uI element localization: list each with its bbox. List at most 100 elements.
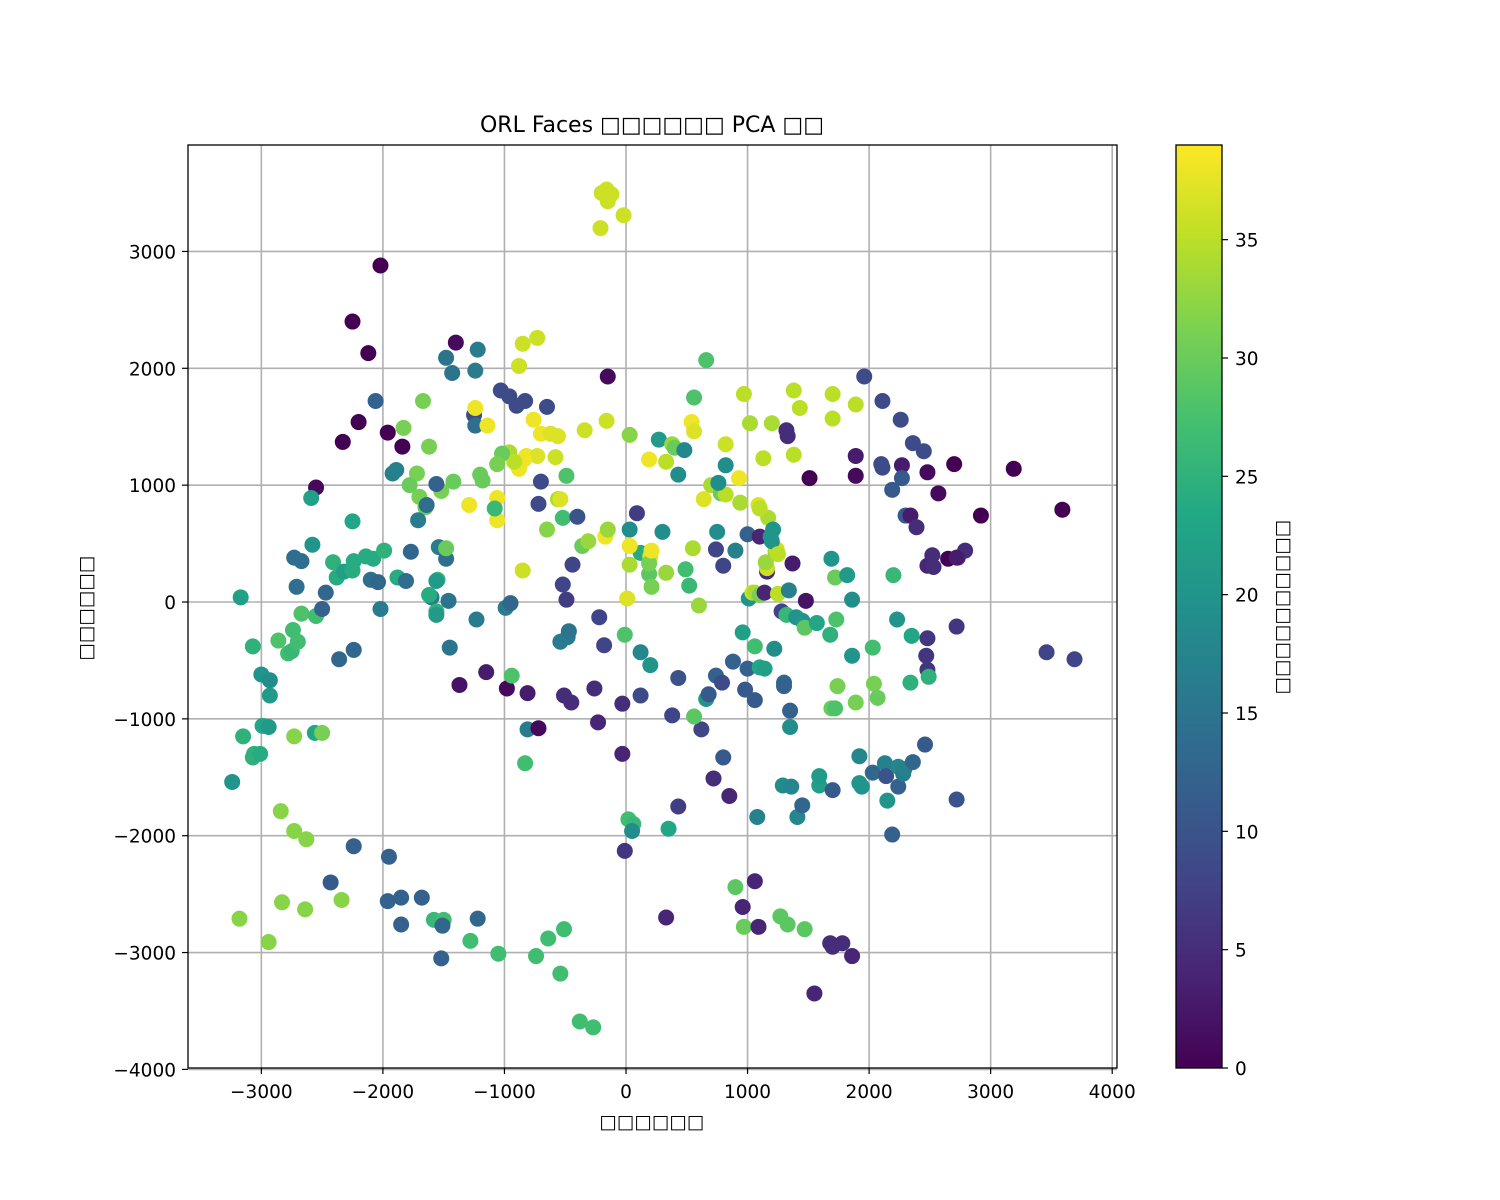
- data-point: [876, 755, 893, 772]
- data-point: [434, 917, 451, 934]
- y-tick-label: 1000: [129, 476, 176, 497]
- data-point: [511, 357, 528, 374]
- data-point: [670, 466, 687, 483]
- data-point: [365, 550, 382, 567]
- data-point: [690, 597, 707, 614]
- data-point: [908, 519, 925, 536]
- data-point: [1066, 651, 1083, 668]
- data-point: [853, 778, 870, 795]
- data-point: [272, 803, 289, 820]
- data-point: [599, 521, 616, 538]
- data-point: [856, 368, 873, 385]
- data-point: [325, 554, 342, 571]
- data-point: [224, 773, 241, 790]
- data-point: [851, 748, 868, 765]
- data-point: [621, 537, 638, 554]
- data-point: [489, 456, 506, 473]
- data-point: [616, 626, 633, 643]
- y-tick-label: 3000: [129, 242, 176, 263]
- data-point: [621, 556, 638, 573]
- data-point: [769, 546, 786, 563]
- data-point: [717, 486, 734, 503]
- x-tick-label: −3000: [230, 1082, 293, 1103]
- data-point: [700, 686, 717, 703]
- data-point: [717, 457, 734, 474]
- y-tick-label: 2000: [129, 359, 176, 380]
- data-point: [717, 436, 734, 453]
- data-point: [658, 909, 675, 926]
- data-point: [331, 651, 348, 668]
- data-point: [735, 918, 752, 935]
- data-point: [677, 561, 694, 578]
- data-point: [486, 500, 503, 517]
- data-point: [885, 567, 902, 584]
- data-point: [782, 702, 799, 719]
- data-point: [796, 921, 813, 938]
- data-point: [925, 558, 942, 575]
- data-point: [756, 660, 773, 677]
- data-point: [467, 400, 484, 417]
- data-point: [632, 644, 649, 661]
- data-point: [619, 590, 636, 607]
- data-point: [235, 728, 252, 745]
- data-point: [844, 647, 861, 664]
- axes-background: [188, 145, 1117, 1068]
- data-point: [889, 611, 906, 628]
- data-point: [469, 910, 486, 927]
- data-point: [554, 509, 571, 526]
- data-point: [766, 640, 783, 657]
- data-point: [751, 500, 768, 517]
- data-point: [372, 601, 389, 618]
- data-point: [286, 823, 303, 840]
- data-point: [721, 787, 738, 804]
- data-point: [801, 470, 818, 487]
- data-point: [904, 435, 921, 452]
- data-point: [350, 414, 367, 431]
- data-point: [621, 426, 638, 443]
- data-point: [893, 457, 910, 474]
- data-point: [360, 345, 377, 362]
- data-point: [874, 459, 891, 476]
- data-point: [893, 470, 910, 487]
- data-point: [260, 934, 277, 951]
- colorbar-tick-label: 25: [1235, 467, 1259, 488]
- data-point: [737, 681, 754, 698]
- axes-frame: [187, 144, 1118, 1069]
- data-point: [628, 505, 645, 522]
- data-point: [503, 667, 520, 684]
- data-point: [710, 474, 727, 491]
- data-point: [847, 467, 864, 484]
- data-point: [293, 553, 310, 570]
- data-point: [686, 708, 703, 725]
- data-point: [532, 473, 549, 490]
- data-point: [902, 674, 919, 691]
- x-tick-label: −1000: [473, 1082, 536, 1103]
- data-point: [808, 615, 825, 632]
- data-point: [732, 494, 749, 511]
- data-point: [286, 728, 303, 745]
- data-point: [530, 720, 547, 737]
- y-tick-label: −1000: [113, 710, 176, 731]
- data-point: [293, 605, 310, 622]
- data-point: [780, 582, 797, 599]
- data-point: [345, 838, 362, 855]
- data-point: [388, 461, 405, 478]
- data-point: [847, 396, 864, 413]
- data-point: [917, 736, 934, 753]
- data-point: [621, 521, 638, 538]
- data-point: [461, 497, 478, 514]
- colorbar-tick-label: 20: [1235, 586, 1259, 607]
- data-point: [479, 417, 496, 434]
- data-point: [379, 893, 396, 910]
- data-point: [670, 669, 687, 686]
- data-point: [322, 874, 339, 891]
- data-point: [869, 689, 886, 706]
- data-point: [948, 618, 965, 635]
- data-point: [451, 676, 468, 693]
- data-point: [270, 632, 287, 649]
- data-point: [811, 768, 828, 785]
- data-point: [333, 891, 350, 908]
- data-point: [462, 932, 479, 949]
- scatter-points: [224, 181, 1083, 1036]
